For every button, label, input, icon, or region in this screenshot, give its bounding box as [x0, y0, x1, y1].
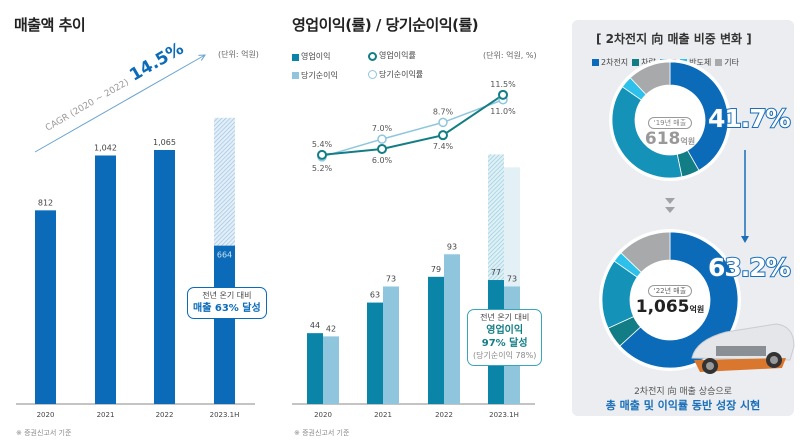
- donut-charts: [599, 59, 749, 371]
- donut2-total: 1,065: [635, 297, 690, 317]
- net-profit-bar: [383, 286, 399, 404]
- down-triangles-icon: [665, 198, 675, 213]
- revenue-chart-title: 매출액 추이: [14, 16, 86, 34]
- revenue-value-label: 1,065: [153, 138, 176, 147]
- legend-op-margin: 영업이익률: [368, 48, 416, 64]
- legend-op-profit: 영업이익: [292, 49, 364, 65]
- revenue-bar: [214, 245, 235, 404]
- callout-line2: 영업이익: [486, 324, 524, 336]
- net-margin-line: [321, 99, 504, 158]
- donut1-center: '19년 매출 618억원: [644, 117, 696, 149]
- callout-line3: 97% 달성: [481, 338, 528, 350]
- op-margin-point: [317, 149, 327, 160]
- margin-label: 8.7%: [433, 107, 454, 116]
- share-2019: 41.7%: [707, 103, 792, 134]
- revenue-value-label: 812: [38, 198, 53, 207]
- margin-label: 5.2%: [312, 164, 333, 173]
- x-tick-label: 2021: [374, 411, 392, 419]
- net-margin-point: [438, 117, 448, 128]
- revenue-callout: 전년 온기 대비 매출 63% 달성: [187, 287, 267, 320]
- op-profit-bar: [307, 333, 323, 404]
- caption-line1: 2차전지 向 매출 상승으로: [634, 387, 732, 397]
- x-tick-label: 2020: [37, 411, 55, 419]
- x-tick-label: 2023.1H: [489, 411, 519, 419]
- panel-caption: 2차전지 向 매출 상승으로 총 매출 및 이익률 동반 성장 시현: [572, 384, 794, 413]
- bar-value-label: 44: [310, 321, 320, 330]
- profit-chart-title: 영업이익(률) / 당기순이익(률): [292, 16, 479, 34]
- margin-label: 11.0%: [490, 107, 516, 116]
- bar-value-label: 79: [431, 265, 441, 274]
- callout-line2: 매출 63% 달성: [193, 302, 261, 314]
- op-margin-point: [438, 130, 448, 141]
- share-2022: 63.2%: [707, 252, 792, 283]
- revenue-unit: (단위: 억원): [218, 50, 259, 59]
- ev-chassis-image: [691, 323, 795, 374]
- panel-title: [ 2차전지 向 매출 비중 변화 ]: [596, 32, 752, 46]
- x-tick-label: 2023.1H: [210, 411, 240, 419]
- donut-hole: [635, 85, 705, 155]
- legend-net-margin: 당기순이익률: [368, 67, 423, 83]
- net-margin-point: [377, 134, 387, 144]
- pie-legend-item: 기타: [715, 57, 739, 68]
- revenue-chart: 812 2020 1,042 2021 1,065 2022 664 2023.1H: [16, 0, 255, 419]
- margin-label: 6.0%: [372, 156, 393, 165]
- profit-callout: 전년 온기 대비 영업이익 97% 달성 (당기순이익 78%): [467, 309, 543, 366]
- bar-value-label: 73: [507, 274, 517, 283]
- bar-value-label: 73: [386, 274, 396, 283]
- footnote: ※ 증권신고서 기준: [294, 429, 350, 437]
- pie-legend-item: 차량: [632, 57, 656, 68]
- cagr-arrow: [34, 55, 205, 153]
- bar-value-label: 63: [370, 291, 380, 300]
- bar-value-label: 93: [447, 242, 457, 251]
- callout-line1: 전년 온기 대비: [202, 291, 252, 300]
- op-margin-line: [321, 94, 504, 156]
- growth-arrowhead: [741, 236, 749, 243]
- footnote: ※ 증권신고서 기준: [16, 429, 72, 437]
- net-profit-bar: [444, 254, 460, 404]
- revenue-bar: [154, 149, 175, 404]
- revenue-value-label: 664: [217, 251, 232, 260]
- x-tick-label: 2022: [156, 411, 174, 419]
- caption-line2: 총 매출 및 이익률 동반 성장 시현: [605, 399, 761, 412]
- margin-label: 5.4%: [312, 140, 333, 149]
- x-tick-label: 2020: [314, 411, 332, 419]
- op-profit-bar: [428, 276, 444, 404]
- donut-hole: [630, 260, 710, 340]
- net-profit-bar: [323, 336, 339, 404]
- pie-legend-item: 2차전지: [592, 57, 628, 68]
- bar-value-label: 77: [491, 268, 501, 277]
- revenue-value-label: 1,042: [94, 143, 117, 152]
- margin-label: 7.0%: [372, 124, 393, 133]
- revenue-bar: [35, 210, 56, 404]
- margin-label: 7.4%: [433, 142, 454, 151]
- profit-unit: (단위: 억원, %): [483, 51, 537, 60]
- legend-net-profit: 당기순이익: [292, 68, 364, 84]
- revenue-bar: [95, 155, 116, 404]
- profit-legend: 영업이익 영업이익률 당기순이익 당기순이익률: [292, 48, 427, 85]
- callout-line4: (당기순이익 78%): [473, 350, 537, 360]
- callout-line1: 전년 온기 대비: [480, 313, 530, 322]
- bar-value-label: 42: [326, 324, 336, 333]
- donut1-total: 618: [644, 129, 681, 149]
- x-tick-label: 2021: [97, 411, 115, 419]
- op-profit-bar: [367, 302, 383, 404]
- op-margin-point: [377, 143, 387, 154]
- donut1-label: '19년 매출: [647, 117, 693, 129]
- donut2-label: '22년 매출: [647, 285, 693, 297]
- donut2-center: '22년 매출 1,065억원: [635, 285, 705, 317]
- x-tick-label: 2022: [435, 411, 453, 419]
- profit-chart: 44 42 2020 63 73 2021 79 93 2022 77 73 2023.1H 5.2% 7…: [292, 80, 535, 419]
- margin-label: 11.5%: [490, 80, 516, 89]
- op-margin-point: [498, 89, 508, 100]
